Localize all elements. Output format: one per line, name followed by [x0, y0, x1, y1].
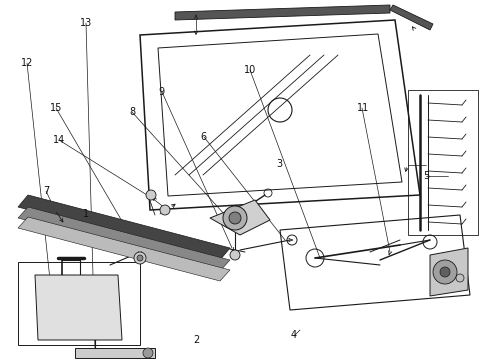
Text: 1: 1 — [83, 209, 89, 219]
Polygon shape — [35, 275, 122, 340]
Polygon shape — [175, 5, 390, 20]
Text: 6: 6 — [200, 132, 206, 142]
Polygon shape — [210, 200, 270, 235]
Polygon shape — [18, 217, 230, 281]
Polygon shape — [18, 207, 230, 271]
Text: 15: 15 — [50, 103, 63, 113]
Text: 9: 9 — [159, 87, 165, 97]
Text: 11: 11 — [356, 103, 368, 113]
Polygon shape — [430, 248, 468, 296]
Text: 5: 5 — [423, 171, 429, 181]
Circle shape — [440, 267, 450, 277]
Circle shape — [223, 206, 247, 230]
Circle shape — [230, 250, 240, 260]
Text: 10: 10 — [244, 65, 256, 75]
Polygon shape — [18, 195, 230, 260]
Polygon shape — [390, 5, 433, 30]
Circle shape — [134, 252, 146, 264]
Circle shape — [143, 348, 153, 358]
Text: 12: 12 — [21, 58, 33, 68]
Text: 13: 13 — [80, 18, 92, 28]
Text: 14: 14 — [53, 135, 65, 145]
Polygon shape — [75, 348, 155, 358]
Circle shape — [229, 212, 241, 224]
Text: 8: 8 — [129, 107, 135, 117]
Circle shape — [433, 260, 457, 284]
Text: 2: 2 — [193, 335, 199, 345]
Text: 3: 3 — [276, 159, 282, 169]
Text: 4: 4 — [291, 330, 297, 340]
Text: 7: 7 — [44, 186, 49, 196]
Circle shape — [146, 190, 156, 200]
Circle shape — [137, 255, 143, 261]
Circle shape — [160, 205, 170, 215]
Circle shape — [456, 274, 464, 282]
